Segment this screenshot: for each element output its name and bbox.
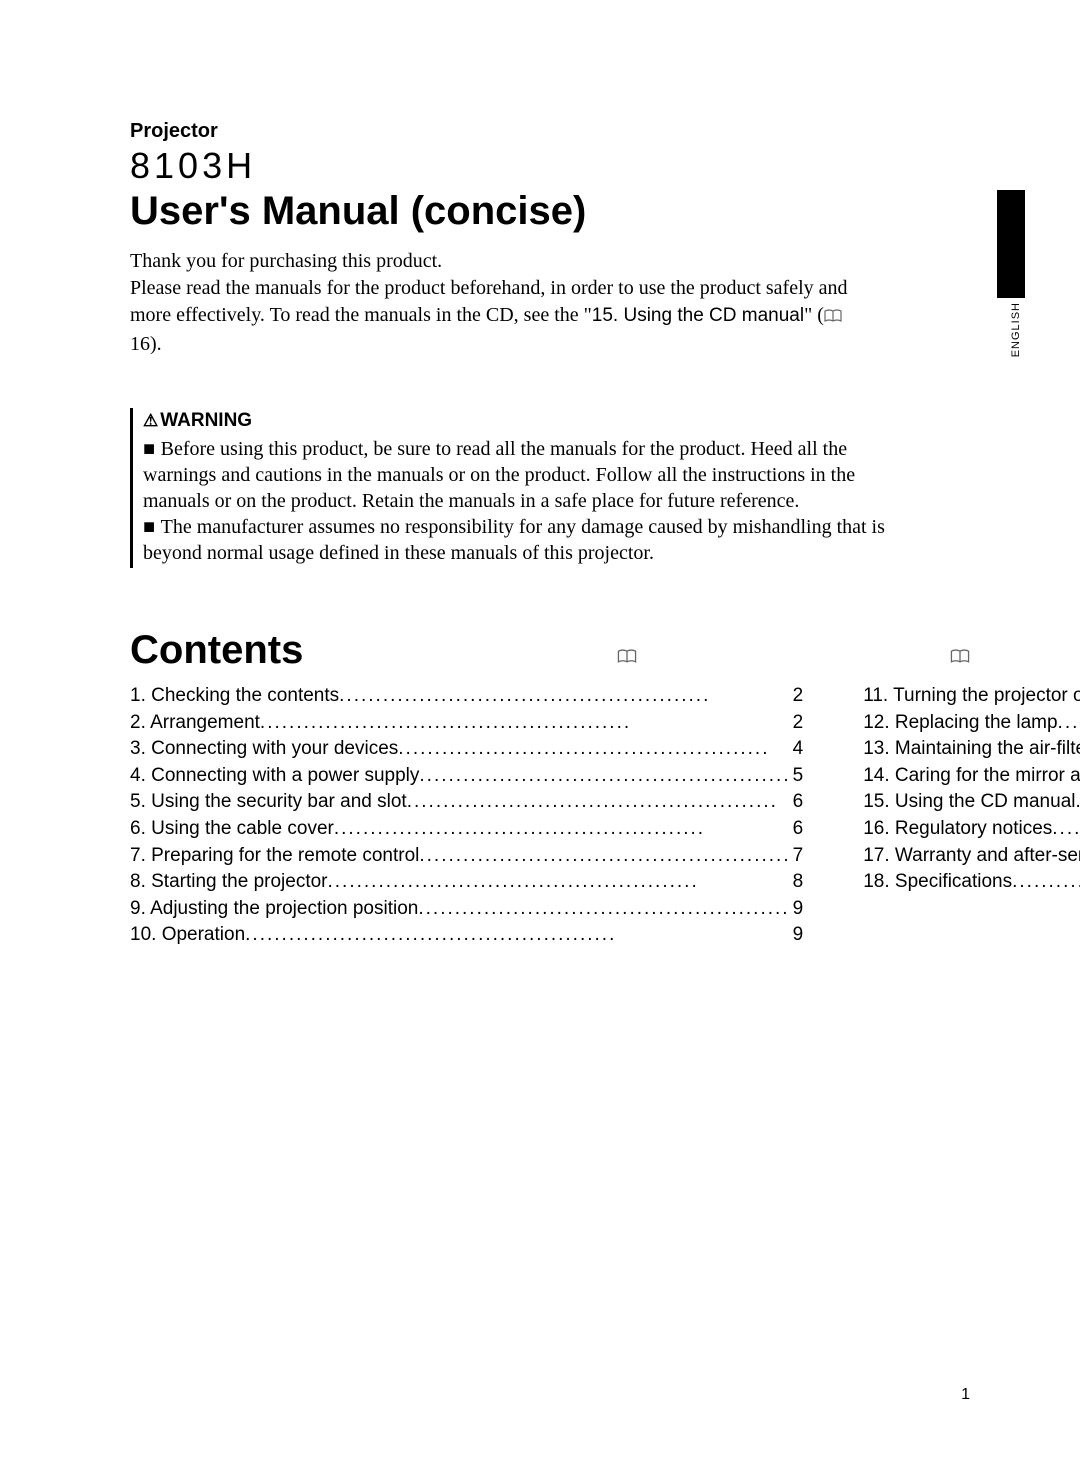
book-icon [824,304,842,331]
toc-dots: ........................................… [419,763,790,790]
warning-block: ⚠WARNING ■ Before using this product, be… [130,408,910,568]
toc-item: 16. Regulatory notices..................… [863,816,1080,843]
toc-item: 11. Turning the projector off...........… [863,683,1080,710]
book-icon [617,649,637,669]
toc-item-title: 13. Maintaining the air-filter [863,736,1080,763]
toc-item: 17. Warranty and after-service..........… [863,843,1080,870]
toc-item: 4. Connecting with a power supply.......… [130,763,803,790]
toc-item: 2. Arrangement..........................… [130,710,803,737]
book-icon [950,649,970,669]
toc-item-title: 10. Operation [130,922,245,949]
toc-item-title: 2. Arrangement [130,710,260,737]
toc-dots: ........................................… [398,736,790,763]
toc-item-page: 8 [791,869,804,896]
toc-item: 18. Specifications......................… [863,869,1080,896]
toc-item-title: 9. Adjusting the projection position [130,896,418,923]
toc-item-page: 2 [791,683,804,710]
toc-item-page: 7 [791,843,804,870]
language-tab-box [997,190,1025,298]
language-label: ENGLISH [1010,302,1022,357]
toc-column-left: 1. Checking the contents................… [130,683,803,949]
toc-item: 9. Adjusting the projection position....… [130,896,803,923]
bullet-icon: ■ [143,516,161,538]
toc-dots: ........................................… [1058,710,1080,737]
intro-ref-page: 16). [130,333,162,355]
manual-page: ENGLISH Projector 8103H User's Manual (c… [0,0,1080,1464]
table-of-contents: 1. Checking the contents................… [130,683,970,949]
toc-item-title: 8. Starting the projector [130,869,328,896]
toc-dots: ........................................… [334,816,791,843]
toc-item: 8. Starting the projector...............… [130,869,803,896]
warning-body: ■ Before using this product, be sure to … [143,436,910,566]
toc-item-page: 2 [791,710,804,737]
warning-p1: Before using this product, be sure to re… [143,438,855,512]
toc-dots: ........................................… [418,896,790,923]
toc-dots: ........................................… [407,789,791,816]
contents-heading: Contents [130,628,303,673]
toc-item-title: 16. Regulatory notices [863,816,1052,843]
toc-dots: ........................................… [339,683,790,710]
toc-item: 10. Operation...........................… [130,922,803,949]
toc-item: 1. Checking the contents................… [130,683,803,710]
toc-item-title: 6. Using the cable cover [130,816,334,843]
toc-item-title: 3. Connecting with your devices [130,736,398,763]
bullet-icon: ■ [143,438,161,460]
toc-dots: ........................................… [1052,816,1080,843]
toc-item-title: 14. Caring for the mirror and lens [863,763,1080,790]
toc-dots: ........................................… [419,843,790,870]
toc-dots: ........................................… [1075,789,1080,816]
toc-item-title: 7. Preparing for the remote control [130,843,419,870]
document-title: User's Manual (concise) [130,189,970,234]
toc-item: 7. Preparing for the remote control.....… [130,843,803,870]
warning-heading: ⚠WARNING [143,410,910,432]
toc-item-page: 6 [791,816,804,843]
toc-item-title: 12. Replacing the lamp [863,710,1057,737]
toc-item-title: 1. Checking the contents [130,683,339,710]
toc-item-title: 5. Using the security bar and slot [130,789,407,816]
toc-item-page: 6 [791,789,804,816]
product-model: 8103H [130,145,970,187]
toc-dots: ........................................… [328,869,791,896]
intro-line1: Thank you for purchasing this product. [130,250,442,272]
toc-item: 3. Connecting with your devices.........… [130,736,803,763]
page-number: 1 [961,1386,970,1404]
intro-paragraph: Thank you for purchasing this product. P… [130,248,850,358]
toc-dots: ........................................… [245,922,790,949]
toc-item: 12. Replacing the lamp..................… [863,710,1080,737]
warning-triangle-icon: ⚠ [143,411,158,430]
intro-ref-title: 15. Using the CD manual [592,305,804,326]
toc-item-title: 4. Connecting with a power supply [130,763,419,790]
toc-item-page: 4 [791,736,804,763]
toc-item: 5. Using the security bar and slot......… [130,789,803,816]
toc-column-right: 11. Turning the projector off...........… [863,683,1080,949]
toc-item-title: 17. Warranty and after-service [863,843,1080,870]
toc-item: 14. Caring for the mirror and lens......… [863,763,1080,790]
warning-heading-text: WARNING [160,410,252,431]
toc-item: 13. Maintaining the air-filter..........… [863,736,1080,763]
toc-item-title: 15. Using the CD manual [863,789,1075,816]
toc-dots: ........................................… [1012,869,1080,896]
toc-item-page: 5 [791,763,804,790]
toc-item-title: 18. Specifications [863,869,1012,896]
toc-item-page: 9 [791,922,804,949]
intro-line3: " ( [804,304,824,326]
contents-header-row: Contents [130,628,970,673]
toc-item: 15. Using the CD manual.................… [863,789,1080,816]
warning-p2: The manufacturer assumes no responsibili… [143,516,885,564]
toc-item-page: 9 [791,896,804,923]
product-category: Projector [130,120,970,143]
toc-dots: ........................................… [260,710,791,737]
toc-item: 6. Using the cable cover................… [130,816,803,843]
toc-item-title: 11. Turning the projector off [863,683,1080,710]
